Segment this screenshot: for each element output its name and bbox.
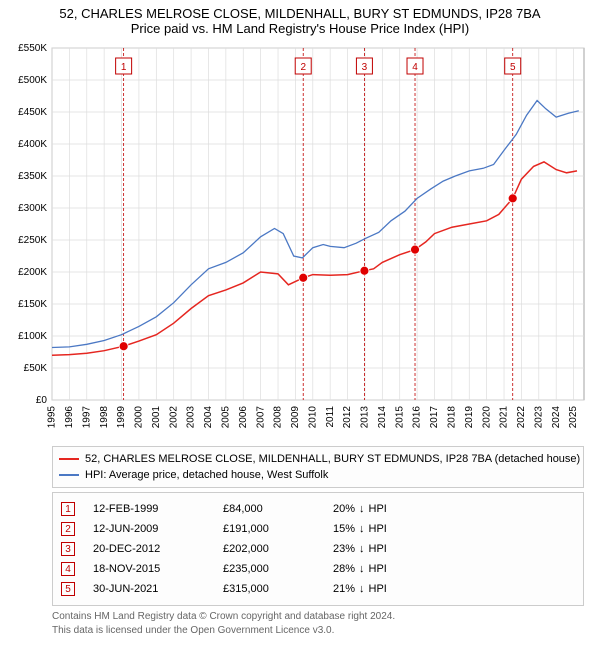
svg-text:5: 5 <box>510 62 516 73</box>
sale-price: £315,000 <box>223 583 333 595</box>
svg-text:2005: 2005 <box>220 406 231 429</box>
sale-date: 20-DEC-2012 <box>93 543 223 555</box>
sale-price: £235,000 <box>223 563 333 575</box>
svg-text:£0: £0 <box>36 395 48 406</box>
svg-text:2010: 2010 <box>307 406 318 429</box>
svg-text:£550K: £550K <box>18 43 47 54</box>
sale-diff: 15% ↓ HPI <box>333 523 443 535</box>
sale-marker: 4 <box>61 562 75 576</box>
svg-text:2025: 2025 <box>568 406 579 429</box>
sale-diff: 20% ↓ HPI <box>333 503 443 515</box>
svg-text:1995: 1995 <box>47 406 58 429</box>
sale-price: £202,000 <box>223 543 333 555</box>
sale-row: 3 20-DEC-2012£202,00023% ↓ HPI <box>61 539 575 559</box>
sale-price: £84,000 <box>223 503 333 515</box>
legend: 52, CHARLES MELROSE CLOSE, MILDENHALL, B… <box>52 446 584 488</box>
arrow-down-icon: ↓ <box>359 563 365 575</box>
footnote-line: Contains HM Land Registry data © Crown c… <box>52 610 592 624</box>
svg-text:£250K: £250K <box>18 235 47 246</box>
svg-text:2012: 2012 <box>342 406 353 429</box>
sales-table: 1 12-FEB-1999£84,00020% ↓ HPI 2 12-JUN-2009… <box>52 492 584 606</box>
svg-text:1996: 1996 <box>64 406 75 429</box>
svg-text:£100K: £100K <box>18 331 47 342</box>
arrow-down-icon: ↓ <box>359 503 365 515</box>
svg-text:1998: 1998 <box>99 406 110 429</box>
svg-text:£400K: £400K <box>18 139 47 150</box>
svg-text:2: 2 <box>300 62 306 73</box>
svg-text:2000: 2000 <box>134 406 145 429</box>
svg-text:2024: 2024 <box>551 406 562 429</box>
svg-text:2023: 2023 <box>533 406 544 429</box>
sale-marker: 2 <box>61 522 75 536</box>
legend-item: 52, CHARLES MELROSE CLOSE, MILDENHALL, B… <box>59 451 577 467</box>
svg-text:£350K: £350K <box>18 171 47 182</box>
sale-marker: 5 <box>61 582 75 596</box>
sale-row: 2 12-JUN-2009£191,00015% ↓ HPI <box>61 519 575 539</box>
chart: £0 £50K £100K £150K £200K £250K £300K £350K £400… <box>8 42 592 440</box>
svg-text:1999: 1999 <box>116 406 127 429</box>
svg-text:2002: 2002 <box>168 406 179 429</box>
sale-marker: 1 <box>61 502 75 516</box>
svg-text:2020: 2020 <box>481 406 492 429</box>
footnote: Contains HM Land Registry data © Crown c… <box>52 610 592 637</box>
svg-text:£50K: £50K <box>24 363 48 374</box>
arrow-down-icon: ↓ <box>359 543 365 555</box>
svg-text:2006: 2006 <box>238 406 249 429</box>
sale-date: 12-JUN-2009 <box>93 523 223 535</box>
svg-text:2001: 2001 <box>151 406 162 429</box>
svg-text:3: 3 <box>362 62 368 73</box>
svg-text:£500K: £500K <box>18 75 47 86</box>
svg-text:2013: 2013 <box>360 406 371 429</box>
svg-text:2019: 2019 <box>464 406 475 429</box>
arrow-down-icon: ↓ <box>359 583 365 595</box>
svg-text:2009: 2009 <box>290 406 301 429</box>
chart-subtitle: Price paid vs. HM Land Registry's House … <box>8 21 592 36</box>
sale-date: 18-NOV-2015 <box>93 563 223 575</box>
sale-marker: 3 <box>61 542 75 556</box>
svg-text:2016: 2016 <box>412 406 423 429</box>
legend-swatch <box>59 474 79 476</box>
svg-text:2015: 2015 <box>394 406 405 429</box>
sale-price: £191,000 <box>223 523 333 535</box>
sale-row: 1 12-FEB-1999£84,00020% ↓ HPI <box>61 499 575 519</box>
chart-title: 52, CHARLES MELROSE CLOSE, MILDENHALL, B… <box>8 6 592 21</box>
svg-text:1: 1 <box>121 62 127 73</box>
sale-diff: 23% ↓ HPI <box>333 543 443 555</box>
legend-item: HPI: Average price, detached house, West… <box>59 467 577 483</box>
arrow-down-icon: ↓ <box>359 523 365 535</box>
legend-label: 52, CHARLES MELROSE CLOSE, MILDENHALL, B… <box>85 453 580 465</box>
svg-text:2022: 2022 <box>516 406 527 429</box>
svg-text:2011: 2011 <box>325 406 336 428</box>
svg-text:2007: 2007 <box>255 406 266 429</box>
svg-text:2017: 2017 <box>429 406 440 429</box>
svg-text:£150K: £150K <box>18 299 47 310</box>
svg-text:£450K: £450K <box>18 107 47 118</box>
legend-swatch <box>59 458 79 460</box>
svg-text:£200K: £200K <box>18 267 47 278</box>
svg-text:2014: 2014 <box>377 406 388 429</box>
svg-text:2021: 2021 <box>499 406 510 429</box>
svg-text:2018: 2018 <box>447 406 458 429</box>
sale-row: 4 18-NOV-2015£235,00028% ↓ HPI <box>61 559 575 579</box>
sale-date: 30-JUN-2021 <box>93 583 223 595</box>
svg-text:4: 4 <box>412 62 418 73</box>
svg-text:2008: 2008 <box>273 406 284 429</box>
sale-date: 12-FEB-1999 <box>93 503 223 515</box>
legend-label: HPI: Average price, detached house, West… <box>85 469 328 481</box>
svg-text:1997: 1997 <box>81 406 92 429</box>
sale-row: 5 30-JUN-2021£315,00021% ↓ HPI <box>61 579 575 599</box>
svg-text:2004: 2004 <box>203 406 214 429</box>
footnote-line: This data is licensed under the Open Gov… <box>52 624 592 638</box>
sale-diff: 28% ↓ HPI <box>333 563 443 575</box>
svg-text:2003: 2003 <box>186 406 197 429</box>
svg-text:£300K: £300K <box>18 203 47 214</box>
sale-diff: 21% ↓ HPI <box>333 583 443 595</box>
